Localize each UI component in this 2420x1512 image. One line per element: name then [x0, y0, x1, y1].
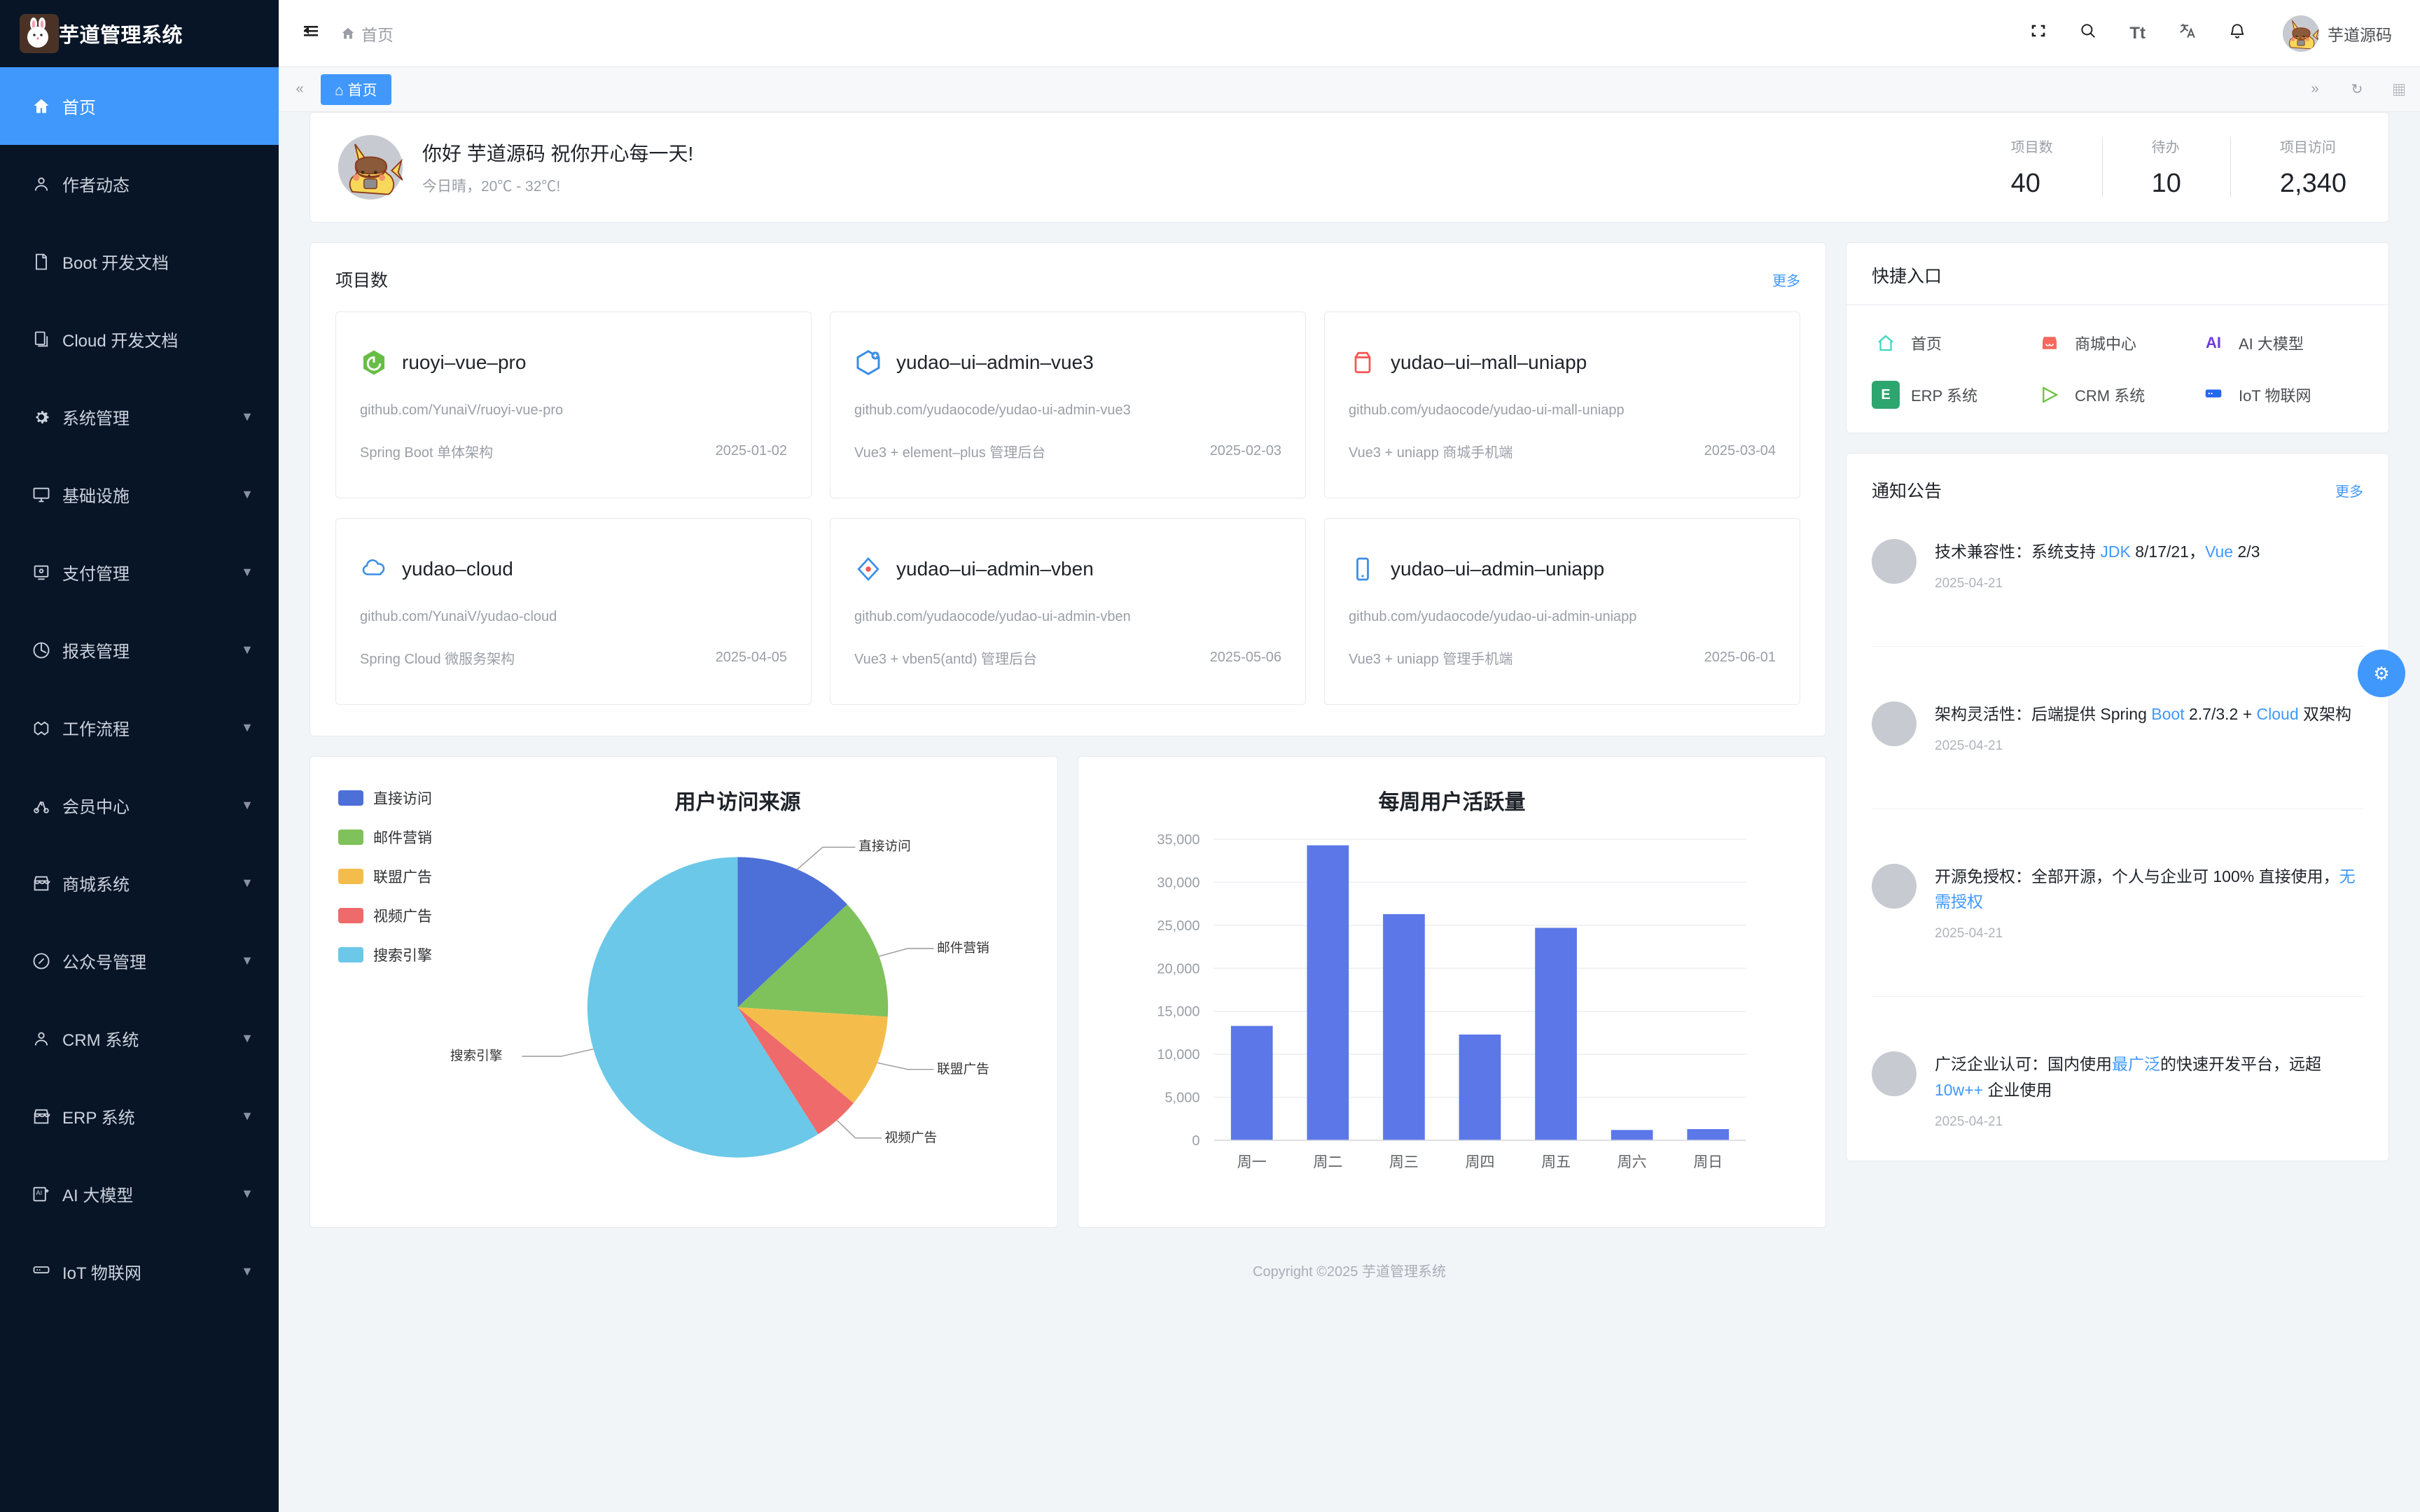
svg-text:25,000: 25,000	[1157, 918, 1199, 934]
svg-text:30,000: 30,000	[1157, 875, 1199, 890]
svg-text:AI: AI	[36, 1189, 42, 1196]
svg-text:35,000: 35,000	[1157, 832, 1199, 848]
svg-text:邮件营销: 邮件营销	[937, 941, 989, 955]
svg-text:0: 0	[1192, 1133, 1199, 1149]
svg-text:20,000: 20,000	[1157, 961, 1199, 976]
svg-text:联盟广告: 联盟广告	[937, 1061, 989, 1076]
svg-text:周日: 周日	[1693, 1154, 1723, 1170]
svg-text:周二: 周二	[1313, 1154, 1342, 1170]
svg-text:周四: 周四	[1466, 1154, 1495, 1170]
svg-text:15,000: 15,000	[1157, 1004, 1199, 1020]
svg-text:视频广告: 视频广告	[885, 1130, 938, 1144]
svg-text:周六: 周六	[1618, 1154, 1647, 1170]
svg-text:周五: 周五	[1541, 1154, 1571, 1170]
svg-text:10,000: 10,000	[1157, 1047, 1199, 1063]
svg-text:直接访问: 直接访问	[858, 839, 911, 853]
svg-text:5,000: 5,000	[1164, 1091, 1199, 1106]
svg-text:周三: 周三	[1389, 1154, 1419, 1170]
svg-text:周一: 周一	[1237, 1154, 1267, 1170]
svg-text:搜索引擎: 搜索引擎	[450, 1049, 503, 1063]
